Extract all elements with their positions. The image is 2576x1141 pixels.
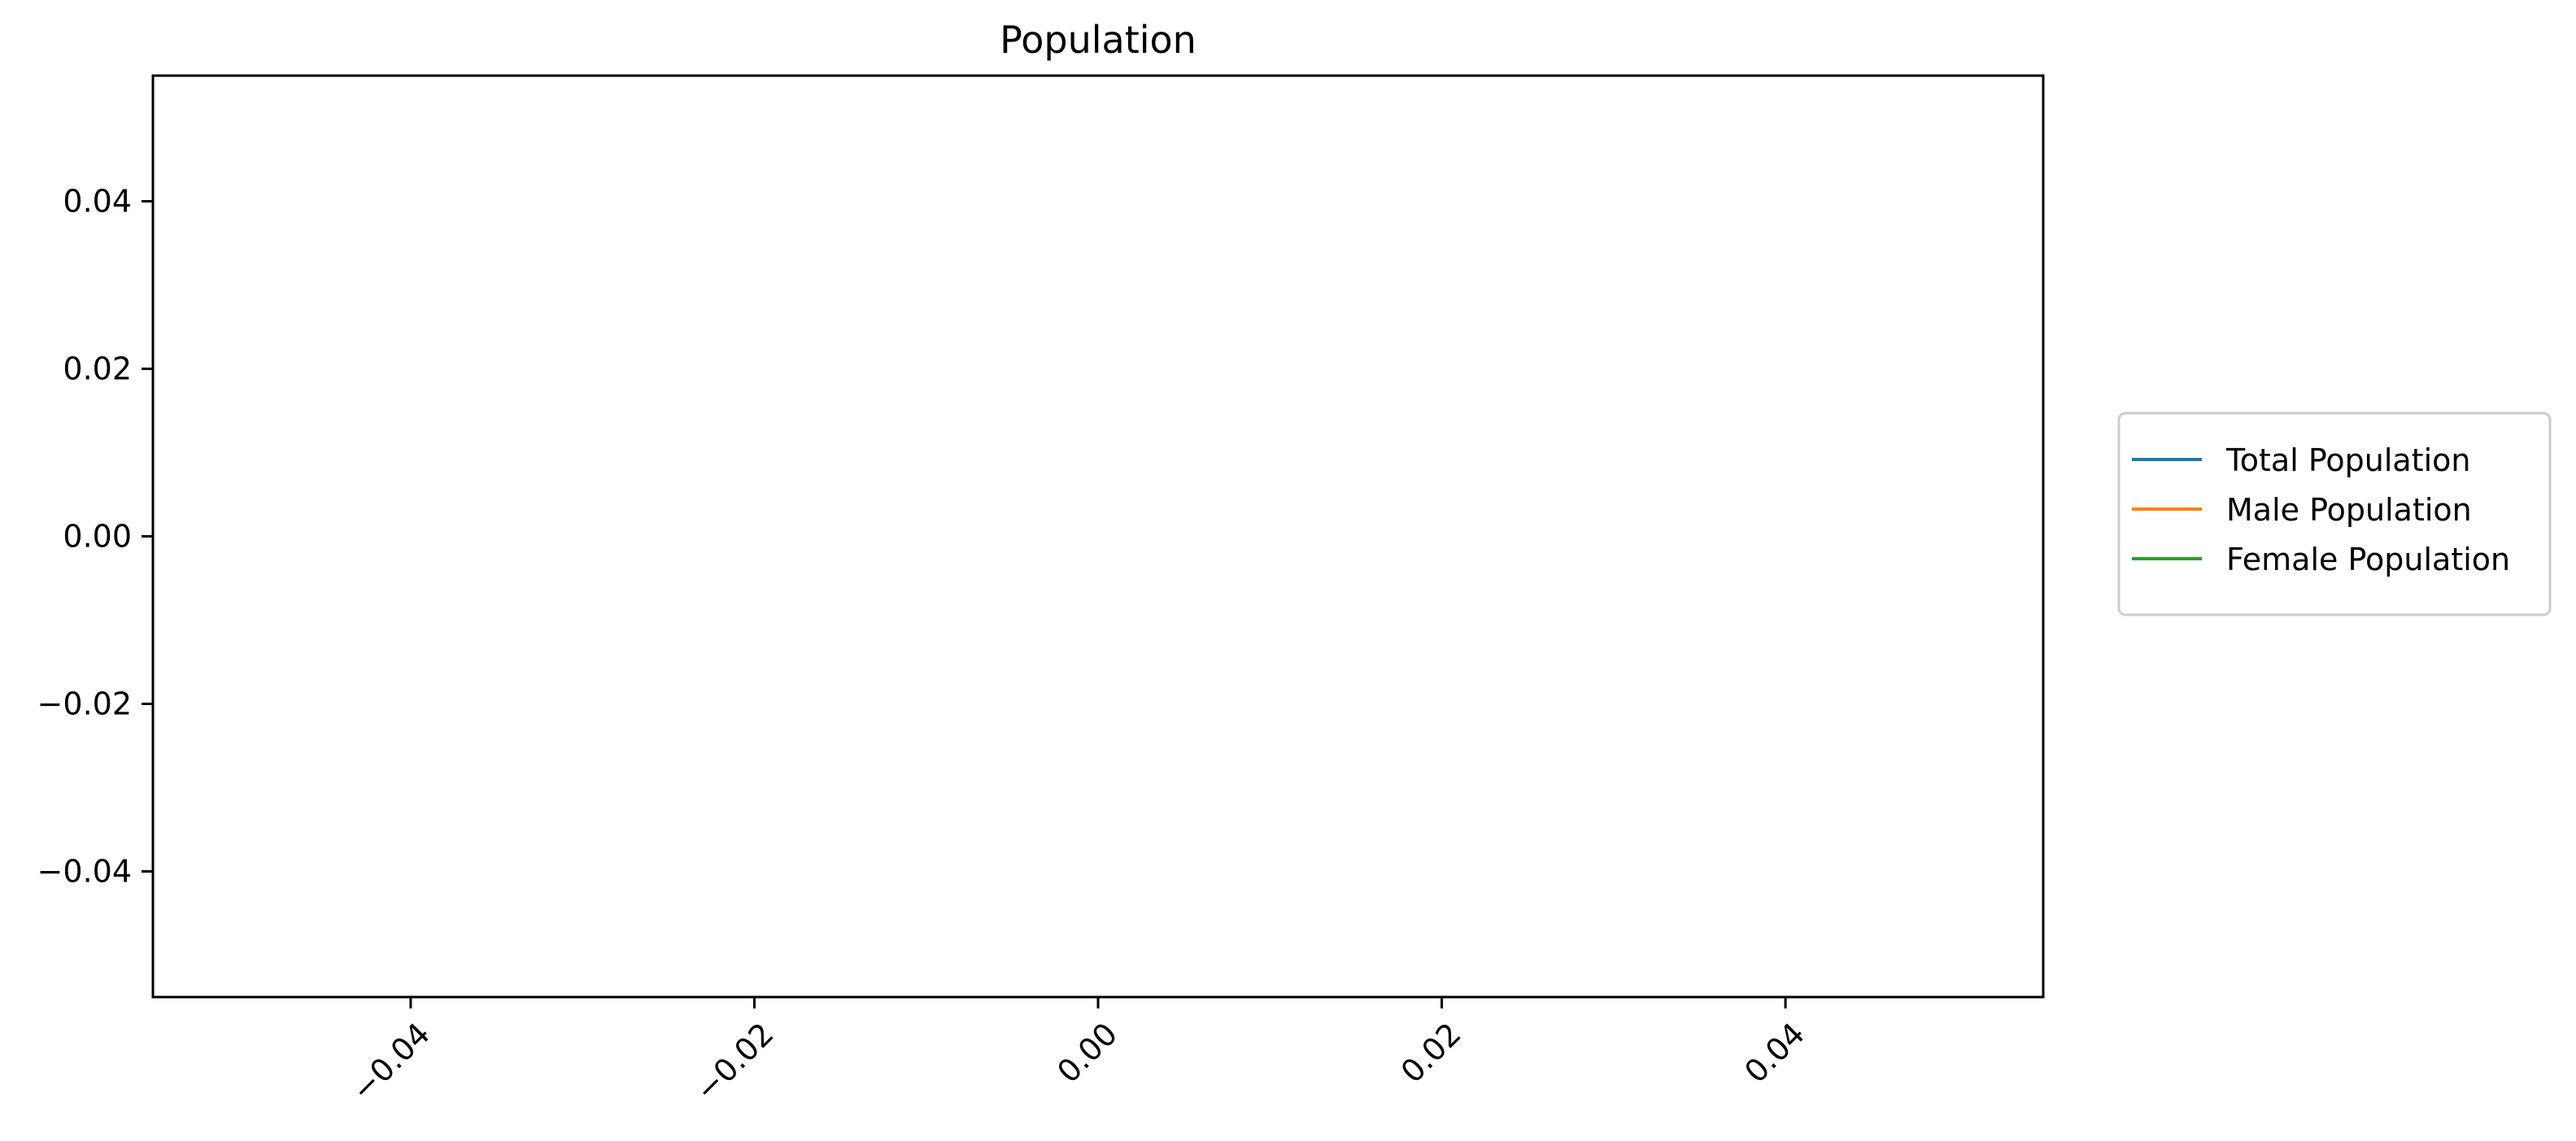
y-tick-label: 0.04 [63,184,132,220]
legend-box [2117,412,2552,616]
legend-entry-label: Male Population [2226,492,2472,528]
y-tick-label: 0.02 [63,351,132,387]
y-axis: 0.04 0.02 0.00 −0.02 −0.04 [37,184,153,890]
legend: Total Population Male Population Female Po… [2117,412,2552,616]
legend-entry-label: Total Population [2225,442,2470,478]
chart-title: Population [1000,18,1196,62]
y-tick-label: −0.04 [37,854,132,890]
y-tick-label: 0.00 [63,519,132,555]
y-tick-label: −0.02 [37,686,132,722]
legend-entry-label: Female Population [2226,542,2510,577]
